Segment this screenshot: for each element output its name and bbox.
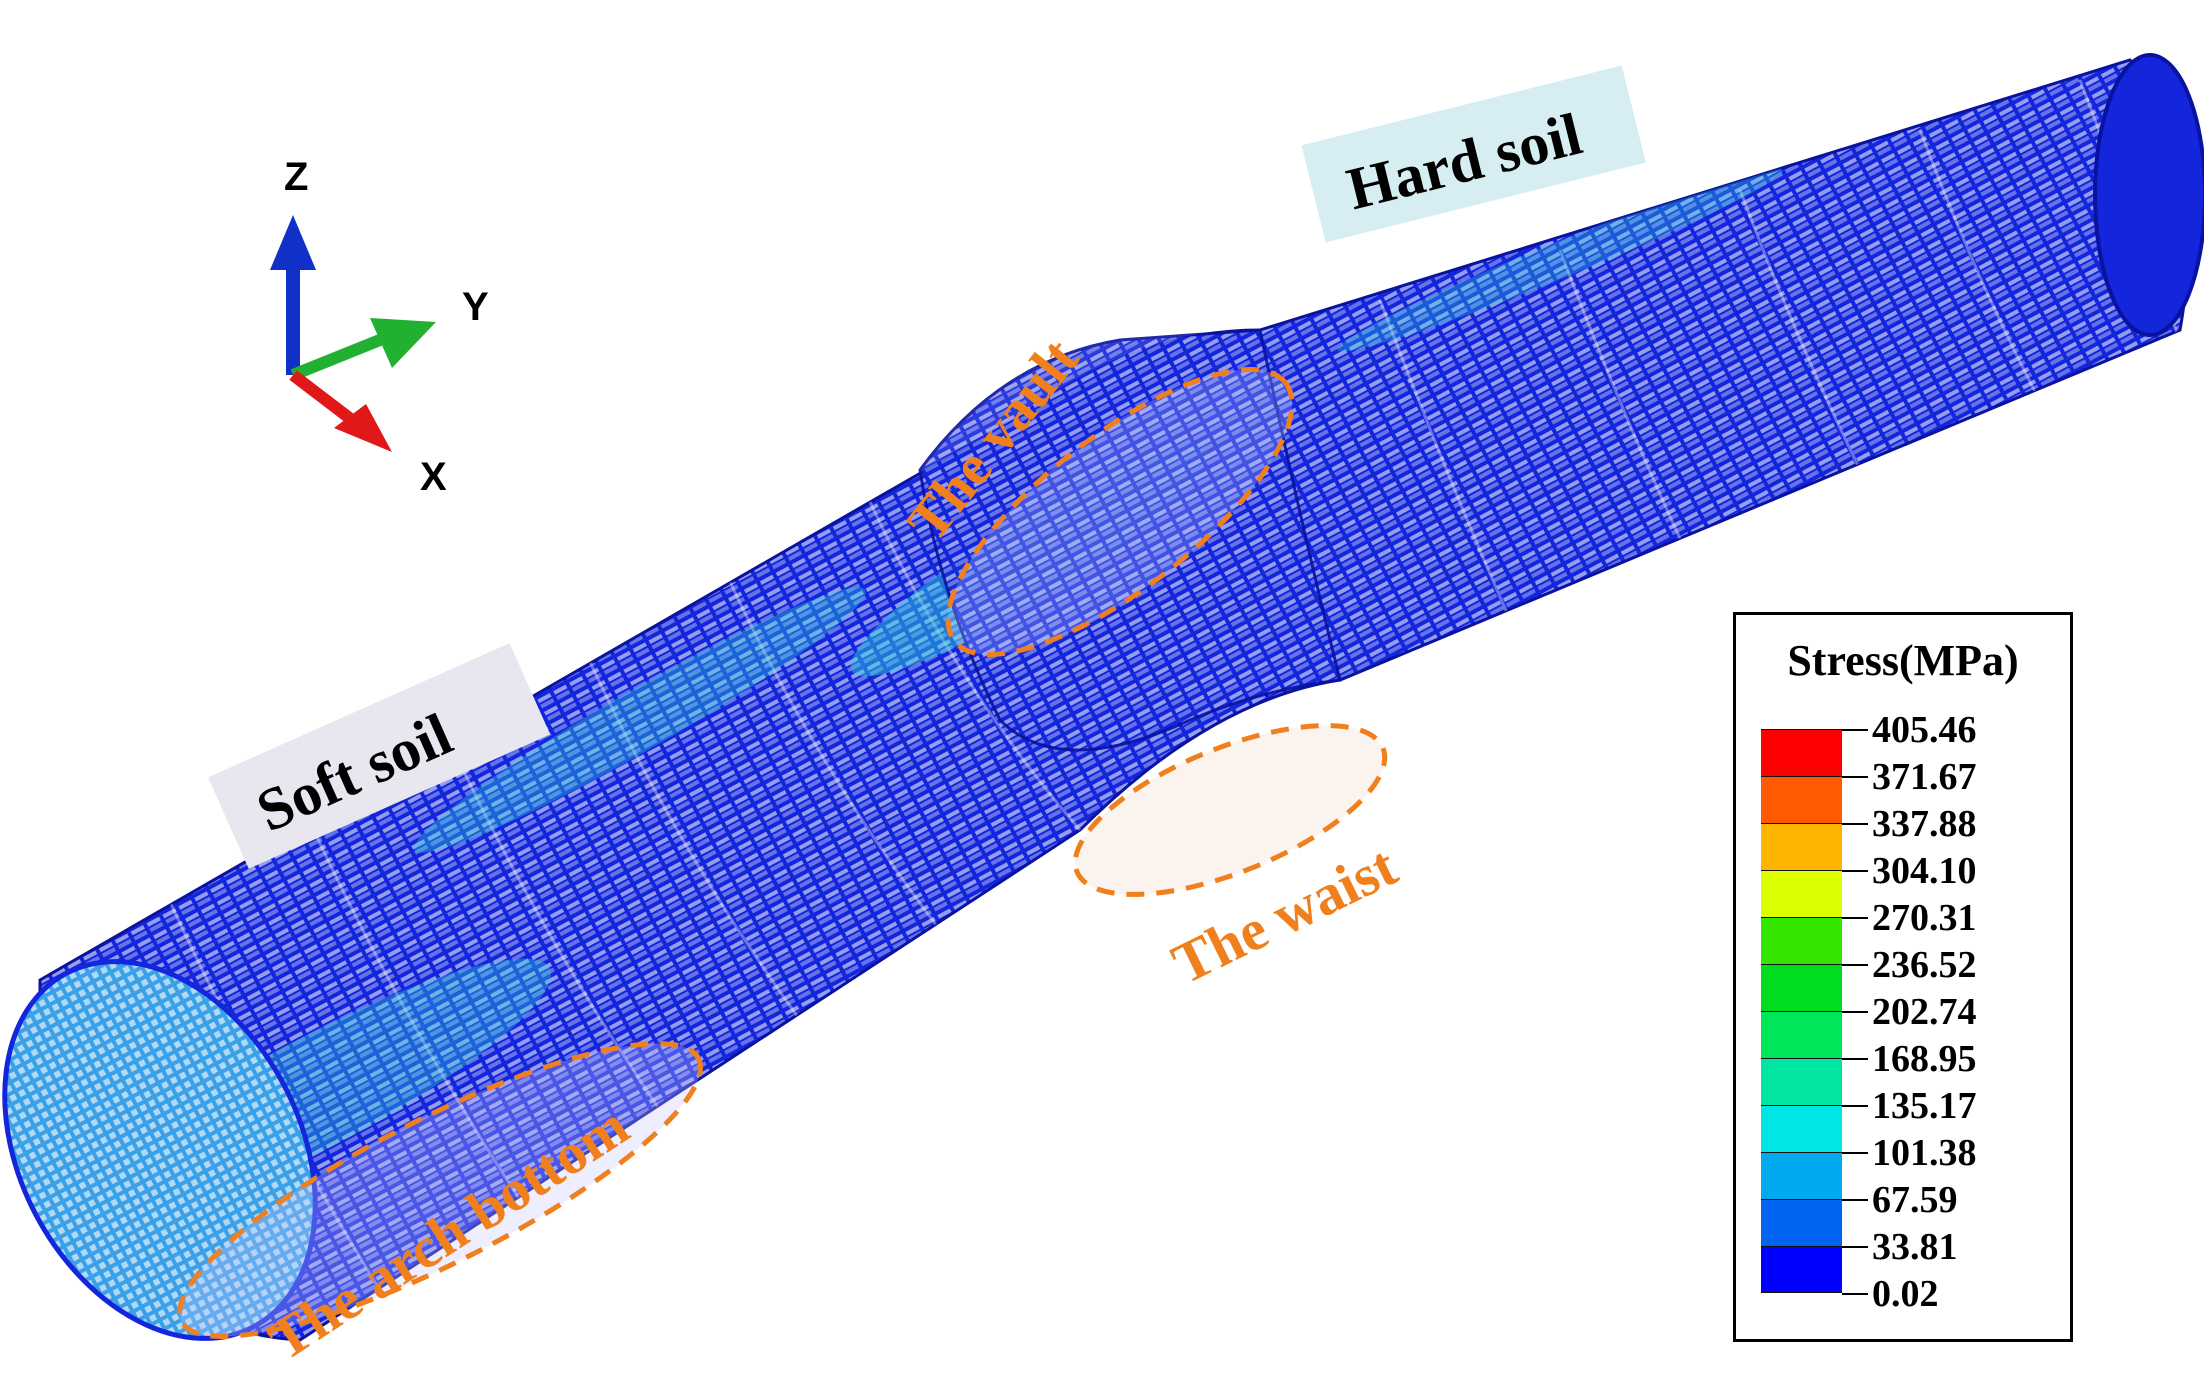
waist-ellipse [1072, 723, 1388, 897]
legend-tick: 304.10 [1842, 851, 2072, 891]
legend-tick-label: 270.31 [1872, 897, 1977, 939]
legend-tick: 135.17 [1842, 1086, 2072, 1126]
legend-swatch [1761, 1246, 1842, 1293]
legend-swatch [1761, 776, 1842, 823]
legend-swatch [1761, 1058, 1842, 1105]
legend-tick: 371.67 [1842, 757, 2072, 797]
coordinate-axes: Z Y X [270, 155, 489, 499]
legend-swatch [1761, 1011, 1842, 1058]
legend-tick-label: 236.52 [1872, 944, 1977, 986]
axis-z-label: Z [284, 155, 308, 199]
legend-tick-label: 67.59 [1872, 1179, 1958, 1221]
legend-tick-mark [1842, 1011, 1868, 1013]
legend-tick-mark [1842, 776, 1868, 778]
legend-tick: 168.95 [1842, 1039, 2072, 1079]
legend-tick-label: 202.74 [1872, 991, 1977, 1033]
legend-tick: 405.46 [1842, 710, 2072, 750]
legend-tick: 270.31 [1842, 898, 2072, 938]
legend-tick: 0.02 [1842, 1274, 2072, 1314]
legend-tick-mark [1842, 1293, 1868, 1295]
tunnel-end-far [2093, 53, 2204, 337]
legend-title: Stress(MPa) [1787, 636, 2019, 685]
tunnel-mesh [2, 53, 2204, 1342]
legend-tick-mark [1842, 729, 1868, 731]
legend-tick-mark [1842, 917, 1868, 919]
legend-tick-mark [1842, 1246, 1868, 1248]
axis-z-arrow [270, 215, 316, 270]
legend-swatch [1761, 1105, 1842, 1152]
legend-tick-mark [1842, 1058, 1868, 1060]
axis-y-arrow [370, 318, 436, 368]
legend-swatch [1761, 964, 1842, 1011]
tunnel-joint-ring [918, 328, 1342, 752]
stress-patch [414, 587, 866, 853]
legend-tick: 33.81 [1842, 1227, 2072, 1267]
legend-tick-mark [1842, 870, 1868, 872]
legend-tick-label: 101.38 [1872, 1132, 1977, 1174]
legend-tick: 101.38 [1842, 1133, 2072, 1173]
legend-tick-mark [1842, 1152, 1868, 1154]
vault-ellipse [945, 367, 1295, 657]
legend-tick-label: 371.67 [1872, 756, 1977, 798]
axis-x-arrow [334, 404, 392, 452]
legend-color-bar [1761, 729, 1842, 1293]
legend-tick-mark [1842, 1199, 1868, 1201]
legend-tick-label: 168.95 [1872, 1038, 1977, 1080]
legend-tick: 202.74 [1842, 992, 2072, 1032]
stress-patch [1337, 168, 1783, 352]
legend-tick-label: 135.17 [1872, 1085, 1977, 1127]
legend-tick-label: 0.02 [1872, 1273, 1939, 1315]
legend-tick: 337.88 [1842, 804, 2072, 844]
legend-tick-label: 304.10 [1872, 850, 1977, 892]
legend-swatch [1761, 1199, 1842, 1246]
legend-tick-label: 405.46 [1872, 709, 1977, 751]
legend-swatch [1761, 870, 1842, 917]
stress-legend: Stress(MPa) 405.46 371.67 337.88 304.10 270.… [1733, 612, 2073, 1342]
legend-tick-mark [1842, 1105, 1868, 1107]
legend-swatch [1761, 917, 1842, 964]
legend-tick-label: 33.81 [1872, 1226, 1958, 1268]
legend-ticks: 405.46 371.67 337.88 304.10 270.31 236.52 202.… [1842, 710, 2072, 1329]
axis-x-label: X [420, 455, 447, 499]
hard-soil-label: Hard soil [1301, 65, 1646, 243]
axis-y-label: Y [462, 285, 489, 329]
legend-tick-mark [1842, 964, 1868, 966]
legend-tick-label: 337.88 [1872, 803, 1977, 845]
legend-tick-mark [1842, 823, 1868, 825]
tunnel-end-near [2, 959, 318, 1341]
legend-swatch [1761, 823, 1842, 870]
legend-swatch [1761, 1152, 1842, 1199]
legend-swatch [1761, 729, 1842, 776]
legend-tick: 236.52 [1842, 945, 2072, 985]
arch-bottom-ellipse [177, 1041, 703, 1339]
legend-tick: 67.59 [1842, 1180, 2072, 1220]
